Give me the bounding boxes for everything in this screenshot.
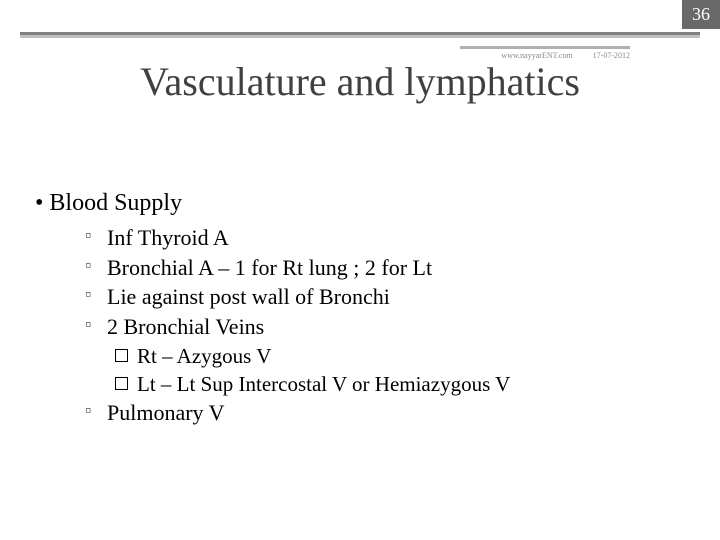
list-item: 2 Bronchial Veins bbox=[85, 312, 685, 342]
list-item: Pulmonary V bbox=[85, 398, 685, 428]
sub-list: Inf Thyroid A Bronchial A – 1 for Rt lun… bbox=[85, 223, 685, 428]
meta-divider bbox=[460, 46, 630, 49]
list-item: Rt – Azygous V bbox=[115, 342, 685, 370]
top-divider bbox=[20, 32, 700, 38]
list-item: Lie against post wall of Bronchi bbox=[85, 282, 685, 312]
main-bullet: • Blood Supply bbox=[35, 190, 685, 217]
list-item: Inf Thyroid A bbox=[85, 223, 685, 253]
list-item: Bronchial A – 1 for Rt lung ; 2 for Lt bbox=[85, 253, 685, 283]
list-item: Lt – Lt Sup Intercostal V or Hemiazygous… bbox=[115, 370, 685, 398]
page-title: Vasculature and lymphatics bbox=[0, 58, 720, 105]
page-number-badge: 36 bbox=[682, 0, 720, 29]
sub-sub-list: Rt – Azygous V Lt – Lt Sup Intercostal V… bbox=[115, 342, 685, 399]
content-area: • Blood Supply Inf Thyroid A Bronchial A… bbox=[35, 190, 685, 428]
